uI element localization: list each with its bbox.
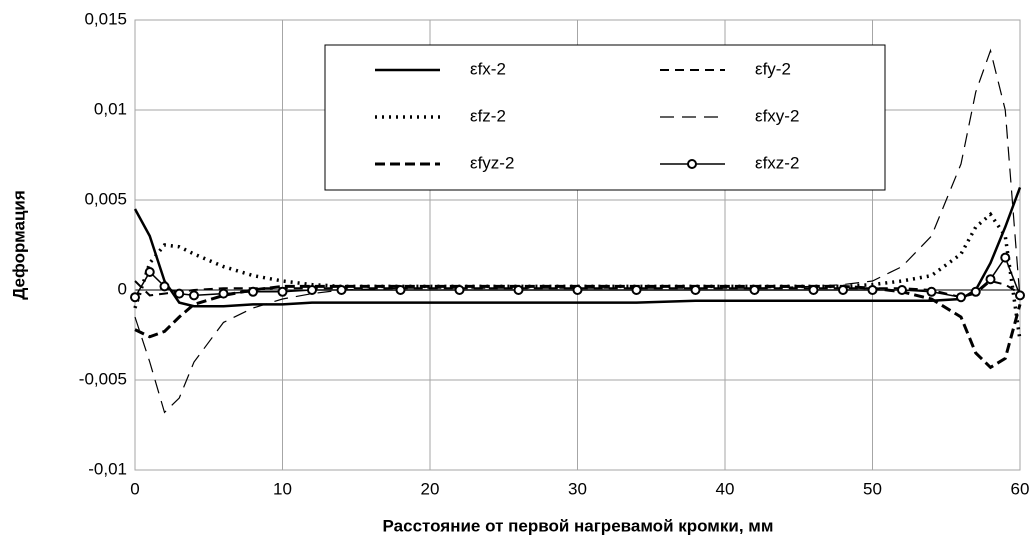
point-marker [174,288,185,299]
point-marker [336,285,347,295]
legend-label: εfyz-2 [470,153,514,172]
legend-marker [687,159,697,169]
point-marker [690,285,701,295]
x-tick-label: 50 [863,479,882,498]
point-marker [513,285,524,295]
point-marker [926,286,937,297]
point-marker [867,285,878,295]
point-marker [130,292,140,303]
y-tick-label: 0 [118,279,127,298]
legend-label: εfxy-2 [755,106,799,125]
legend-label: εfy-2 [755,59,791,78]
point-marker [749,285,760,295]
point-marker [248,286,258,297]
point-marker [277,286,288,297]
point-marker [1015,290,1025,301]
y-tick-label: 0,005 [84,189,127,208]
point-marker [631,285,642,295]
x-tick-label: 20 [421,479,440,498]
y-tick-label: 0,015 [84,9,127,28]
series-line [134,279,1021,299]
point-marker [572,285,583,295]
point-marker [970,286,981,297]
series-line [133,186,1022,308]
x-tick-label: 30 [568,479,587,498]
point-marker [218,288,229,299]
y-tick-label: 0,01 [94,99,127,118]
series-line [134,48,1021,414]
y-tick-label: -0,01 [88,459,127,478]
point-marker [897,285,907,295]
x-tick-label: 60 [1011,479,1030,498]
point-marker [144,267,155,277]
point-marker [956,292,966,303]
plot-border [134,19,1021,471]
legend-label: εfxz-2 [755,153,799,172]
point-marker [159,281,170,292]
x-axis-label: Расстояние от первой нагревамой кромки, … [383,516,774,535]
x-tick-label: 0 [130,479,139,498]
point-marker [1000,252,1011,263]
legend-box [324,44,886,191]
point-marker [189,290,199,301]
legend: εfx-2 εfy-2 εfz-2 εfxy-2 εfyz-2 εfxz-2 [324,44,886,191]
point-marker [985,274,996,285]
legend-label: εfx-2 [470,59,506,78]
point-marker [454,285,465,295]
point-marker [808,285,819,295]
point-marker [838,285,848,295]
point-marker [307,285,317,295]
y-tick-label: -0,005 [79,369,127,388]
y-axis-label: Деформация [9,190,28,300]
x-tick-label: 10 [273,479,292,498]
legend-label: εfz-2 [470,106,506,125]
x-tick-label: 40 [716,479,735,498]
point-marker [395,285,406,295]
